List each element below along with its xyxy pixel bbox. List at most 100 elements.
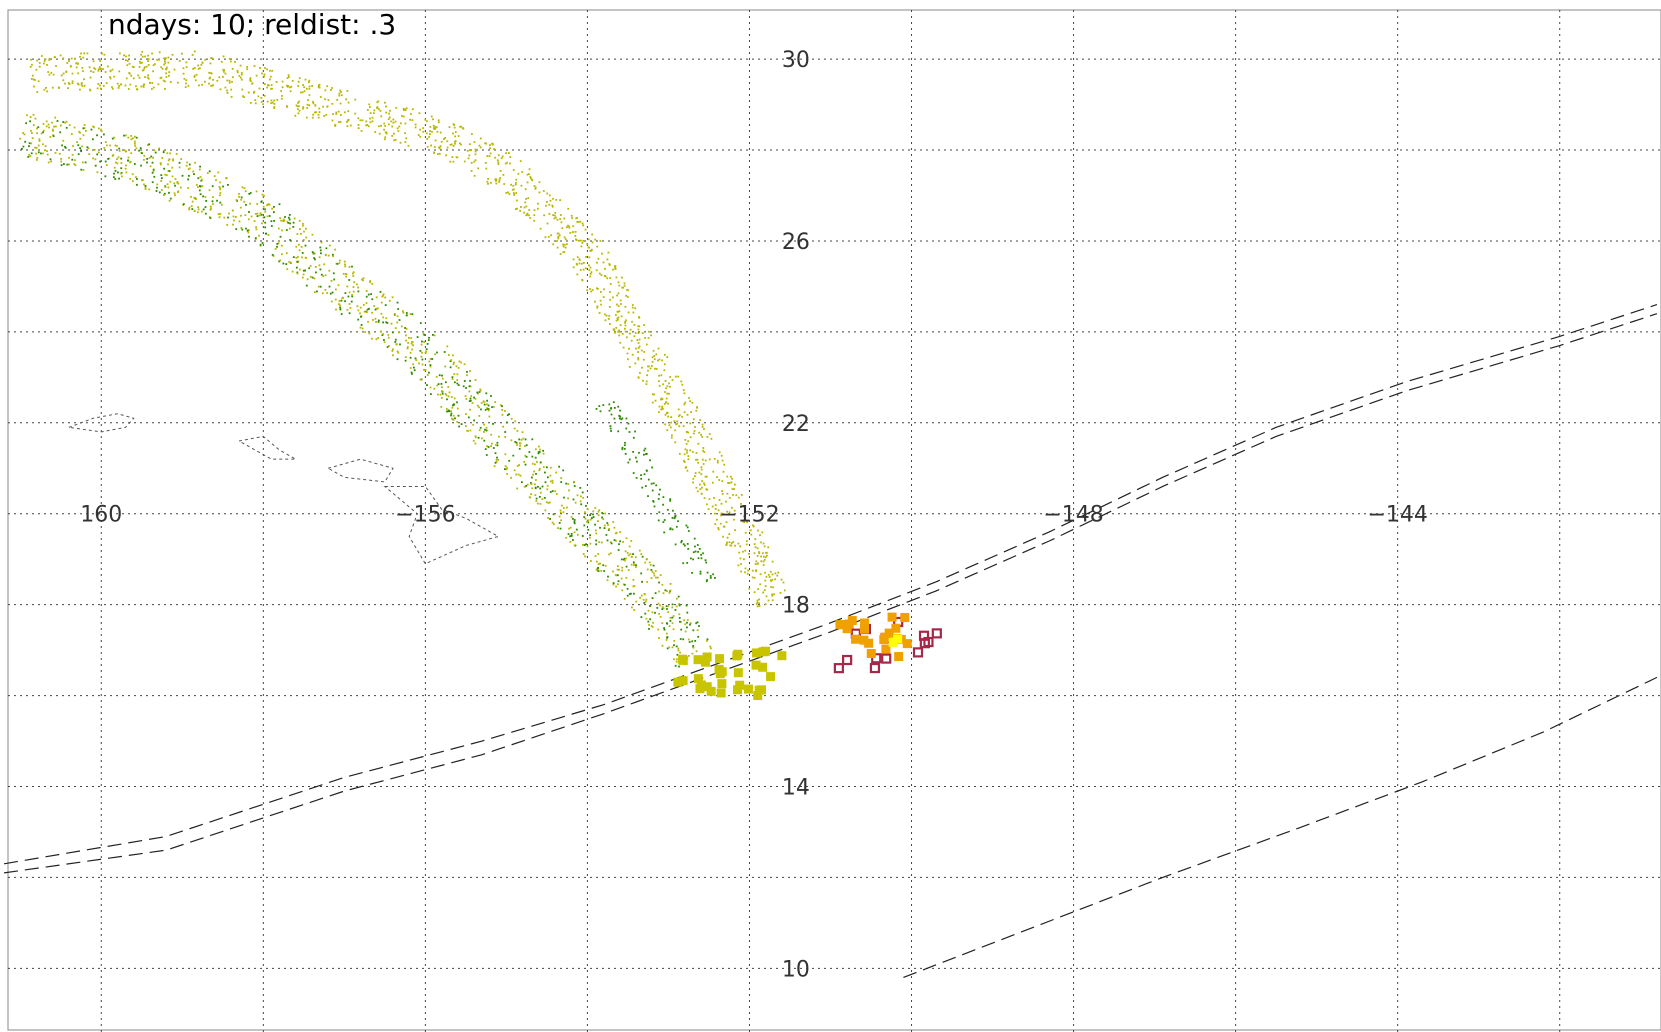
trail-dot xyxy=(632,578,635,581)
trail-dot xyxy=(229,60,232,63)
trail-dot xyxy=(734,483,736,486)
trail-dot xyxy=(731,477,733,480)
trail-dot xyxy=(546,201,548,203)
trail-dot xyxy=(367,320,369,323)
lon-tick-label: −152 xyxy=(719,503,779,528)
trail-dot xyxy=(397,130,400,132)
trail-dot xyxy=(488,415,491,418)
trail-dot xyxy=(198,189,201,192)
trail-dot xyxy=(62,121,65,123)
trail-dot xyxy=(588,256,591,259)
trail-dot xyxy=(569,526,572,529)
trail-dot xyxy=(164,88,166,90)
trail-dot xyxy=(451,417,453,420)
trail-dot xyxy=(617,330,619,333)
trail-dot xyxy=(765,595,768,598)
trail-dot xyxy=(647,620,650,623)
trail-dot xyxy=(683,411,686,414)
trail-dot xyxy=(128,54,130,57)
trail-dot xyxy=(349,124,352,127)
trail-dot xyxy=(347,118,350,121)
trail-dot xyxy=(607,251,610,254)
trail-dot xyxy=(346,90,349,92)
trail-dot xyxy=(311,276,314,279)
trail-dot xyxy=(468,154,471,157)
trail-dot xyxy=(650,334,652,337)
trail-dot xyxy=(710,437,713,440)
trail-dot xyxy=(67,82,70,84)
trail-dot xyxy=(444,393,447,395)
trail-dot xyxy=(230,88,233,91)
trail-dot xyxy=(452,363,455,366)
trail-dot xyxy=(658,613,660,615)
trail-dot xyxy=(278,260,281,263)
trail-dot xyxy=(55,125,57,128)
trail-dot xyxy=(48,126,50,129)
trail-dot xyxy=(622,541,624,543)
trail-dot xyxy=(259,243,262,246)
trail-dot xyxy=(411,348,414,351)
trail-dot xyxy=(614,331,616,334)
cluster-marker-orange xyxy=(859,624,869,634)
trail-dot xyxy=(681,383,684,386)
trail-dot xyxy=(103,53,106,56)
trail-dot xyxy=(223,69,225,71)
trail-dot xyxy=(204,80,206,83)
trail-dot xyxy=(674,543,677,546)
trail-dot xyxy=(305,236,308,239)
trail-dot xyxy=(612,268,614,271)
trail-dot xyxy=(264,221,267,224)
trail-dot xyxy=(536,461,538,463)
trail-dot xyxy=(184,86,187,88)
trail-dot xyxy=(619,540,621,543)
trail-dot xyxy=(391,331,394,334)
trail-dot xyxy=(549,518,551,520)
trail-dot xyxy=(120,157,123,160)
trail-dot xyxy=(388,123,390,126)
trail-dot xyxy=(426,138,429,140)
trail-dot xyxy=(682,562,685,565)
trail-dot xyxy=(658,374,660,377)
trail-dot xyxy=(296,233,299,235)
trail-dot xyxy=(193,67,196,69)
trail-dot xyxy=(171,175,174,178)
trail-dot xyxy=(177,190,180,193)
trail-dot xyxy=(48,57,51,60)
trail-dot xyxy=(554,212,557,214)
trail-dot xyxy=(701,435,704,438)
trail-dot xyxy=(305,116,308,119)
trail-dot xyxy=(653,358,656,361)
trail-dot xyxy=(103,133,105,136)
trail-dot xyxy=(533,209,536,212)
trail-dot xyxy=(665,605,668,608)
trail-dot xyxy=(767,546,770,549)
trail-dot xyxy=(469,143,471,146)
trail-dot xyxy=(503,183,506,185)
trail-dot xyxy=(678,603,681,605)
trail-dot xyxy=(672,509,674,512)
trail-dot xyxy=(576,256,579,259)
trail-dot xyxy=(351,265,353,268)
trail-dot xyxy=(261,193,264,196)
trail-dot xyxy=(583,262,585,264)
trail-dot xyxy=(59,131,62,134)
trail-dot xyxy=(215,179,217,181)
trail-dot xyxy=(228,212,230,215)
trail-dot xyxy=(647,369,649,372)
trail-dot xyxy=(683,461,686,463)
lat-tick-label: 26 xyxy=(782,230,810,255)
trail-dot xyxy=(222,55,225,58)
trail-dot xyxy=(338,300,341,302)
trail-dot xyxy=(440,383,443,385)
cluster-marker-orange xyxy=(860,618,870,628)
trail-dot xyxy=(483,439,486,442)
trail-dot xyxy=(560,214,562,216)
trail-dot xyxy=(641,555,644,558)
trail-dot xyxy=(603,275,606,277)
trail-dot xyxy=(698,431,701,434)
trail-dot xyxy=(558,515,561,518)
trail-dot xyxy=(666,590,668,592)
trail-dot xyxy=(770,580,773,582)
trail-dot xyxy=(576,263,578,266)
trail-dot xyxy=(586,508,589,511)
